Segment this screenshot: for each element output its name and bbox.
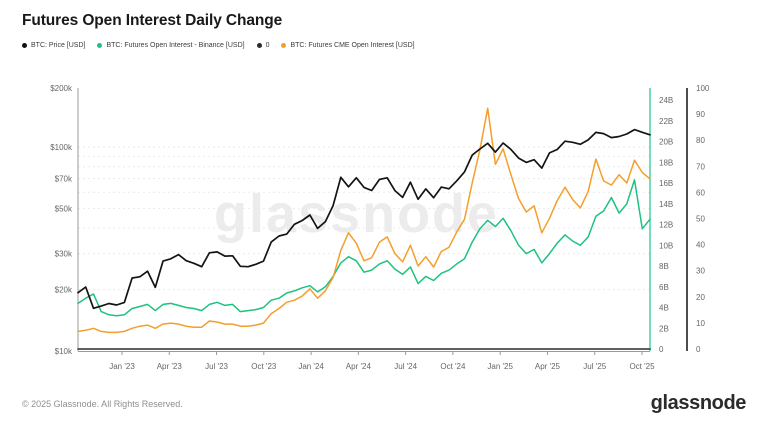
right-aux-axis-label: 70 <box>696 162 705 171</box>
right-oi-axis-label: 16B <box>659 179 673 188</box>
legend-dot-icon <box>22 43 27 48</box>
right-aux-axis-label: 80 <box>696 136 705 145</box>
legend-item-1[interactable]: BTC: Futures Open Interest - Binance [US… <box>97 42 245 49</box>
legend-dot-icon <box>281 43 287 48</box>
glassnode-logo[interactable]: glassnode <box>650 392 747 414</box>
right-aux-axis-label: 90 <box>696 110 705 119</box>
right-aux-axis-label: 10 <box>696 319 705 328</box>
x-axis-label: Apr '24 <box>346 362 372 371</box>
x-axis-label: Jan '23 <box>109 362 135 371</box>
chart-legend: BTC: Price [USD] BTC: Futures Open Intere… <box>22 42 415 49</box>
x-axis-label: Apr '23 <box>157 362 183 371</box>
right-aux-axis-label: 50 <box>696 215 705 224</box>
legend-dot-icon <box>97 43 103 48</box>
right-aux-axis-label: 40 <box>696 241 705 250</box>
glassnode-watermark: glassnode <box>214 184 500 244</box>
right-oi-axis-label: 10B <box>659 241 673 250</box>
x-axis-label: Jul '25 <box>583 362 606 371</box>
right-aux-axis-label: 60 <box>696 188 705 197</box>
x-axis-label: Jul '23 <box>205 362 228 371</box>
left-axis-label: $20k <box>55 286 73 295</box>
left-axis-label: $100k <box>50 143 73 152</box>
left-axis-label: $30k <box>55 250 73 259</box>
x-axis-label: Jan '25 <box>487 362 513 371</box>
legend-item-label: BTC: Futures Open Interest - Binance [US… <box>106 42 245 49</box>
x-axis-label: Jul '24 <box>394 362 417 371</box>
left-axis-label: $10k <box>55 347 73 356</box>
legend-item-0[interactable]: BTC: Price [USD] <box>22 42 85 49</box>
page-title: Futures Open Interest Daily Change <box>22 12 283 29</box>
right-aux-axis-label: 100 <box>696 84 710 93</box>
right-oi-axis-label: 6B <box>659 283 669 292</box>
right-oi-axis-label: 24B <box>659 96 673 105</box>
right-oi-axis-label: 12B <box>659 221 673 230</box>
right-oi-axis-label: 4B <box>659 304 669 313</box>
x-axis-label: Oct '25 <box>629 362 655 371</box>
x-axis-label: Apr '25 <box>535 362 561 371</box>
series-line-btc-futures-open-interest-binance-usd[interactable] <box>77 179 651 317</box>
legend-item-3[interactable]: BTC: Futures CME Open Interest [USD] <box>281 42 415 49</box>
right-oi-axis-label: 8B <box>659 262 669 271</box>
x-axis-label: Oct '23 <box>251 362 277 371</box>
right-oi-axis-label: 22B <box>659 117 673 126</box>
series-line-btc-price-usd[interactable] <box>77 128 651 310</box>
left-axis-label: $200k <box>50 84 73 93</box>
left-axis-label: $70k <box>55 175 73 184</box>
right-aux-axis-label: 30 <box>696 267 705 276</box>
x-axis-label: Jan '24 <box>298 362 324 371</box>
right-aux-axis-label: 20 <box>696 293 705 302</box>
x-axis-label: Oct '24 <box>440 362 466 371</box>
legend-item-label: 0 <box>265 42 270 49</box>
right-oi-axis-label: 2B <box>659 324 669 333</box>
right-aux-axis-label: 0 <box>696 345 701 354</box>
right-oi-axis-label: 14B <box>659 200 673 209</box>
legend-item-label: BTC: Futures CME Open Interest [USD] <box>290 42 415 49</box>
copyright-text: © 2025 Glassnode. All Rights Reserved. <box>22 399 183 409</box>
legend-item-2[interactable]: 0 <box>256 42 270 49</box>
legend-dot-icon <box>256 43 262 48</box>
left-axis-label: $50k <box>55 204 73 213</box>
right-oi-axis-label: 18B <box>659 158 673 167</box>
right-oi-axis-label: 0 <box>659 345 664 354</box>
series-line-btc-futures-cme-open-interest-usd[interactable] <box>77 107 651 334</box>
right-oi-axis-label: 20B <box>659 138 673 147</box>
legend-item-label: BTC: Price [USD] <box>31 42 86 49</box>
